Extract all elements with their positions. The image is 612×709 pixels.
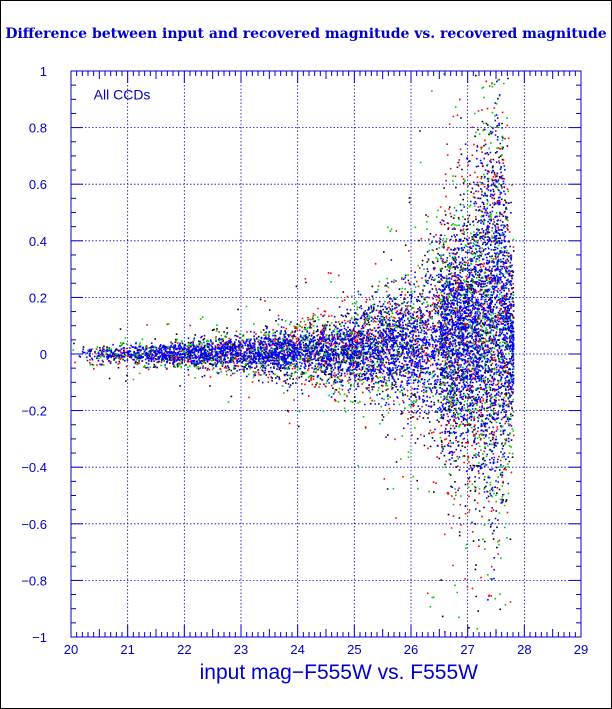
y-tick-label: −1 <box>32 630 47 645</box>
chart-title: Difference between input and recovered m… <box>5 26 607 42</box>
y-tick-label: 0.2 <box>29 290 47 305</box>
y-tick-label: −0.6 <box>21 517 47 532</box>
y-tick-label: 0 <box>40 347 47 362</box>
axis-ticks <box>70 70 582 638</box>
data-points <box>72 73 515 639</box>
x-tick-label: 29 <box>574 642 588 657</box>
x-tick-label: 26 <box>404 642 418 657</box>
x-tick-label: 28 <box>517 642 531 657</box>
y-tick-label: −0.2 <box>21 404 47 419</box>
x-tick-label: 25 <box>347 642 361 657</box>
x-tick-label: 24 <box>290 642 304 657</box>
annotation-all-ccds: All CCDs <box>94 86 151 102</box>
x-tick-label: 23 <box>234 642 248 657</box>
y-tick-label: 0.8 <box>29 121 47 136</box>
y-tick-label: 0.4 <box>29 234 47 249</box>
y-tick-label: −0.4 <box>21 460 47 475</box>
x-tick-label: 20 <box>64 642 78 657</box>
y-tick-label: −0.8 <box>21 573 47 588</box>
data-point-cloud <box>74 78 515 639</box>
x-axis-label: input mag−F555W vs. F555W <box>200 661 479 684</box>
x-tick-label: 27 <box>460 642 474 657</box>
y-tick-label: 0.6 <box>29 177 47 192</box>
x-tick-label: 21 <box>120 642 134 657</box>
x-tick-label: 22 <box>177 642 191 657</box>
y-tick-label: 1 <box>40 64 47 79</box>
tick-labels: 20 21 22 23 24 25 26 27 28 29 −1 −0.8 −0.6 −0.4 −0.2 0 0… <box>21 64 588 657</box>
data-point-cloud <box>78 80 515 601</box>
